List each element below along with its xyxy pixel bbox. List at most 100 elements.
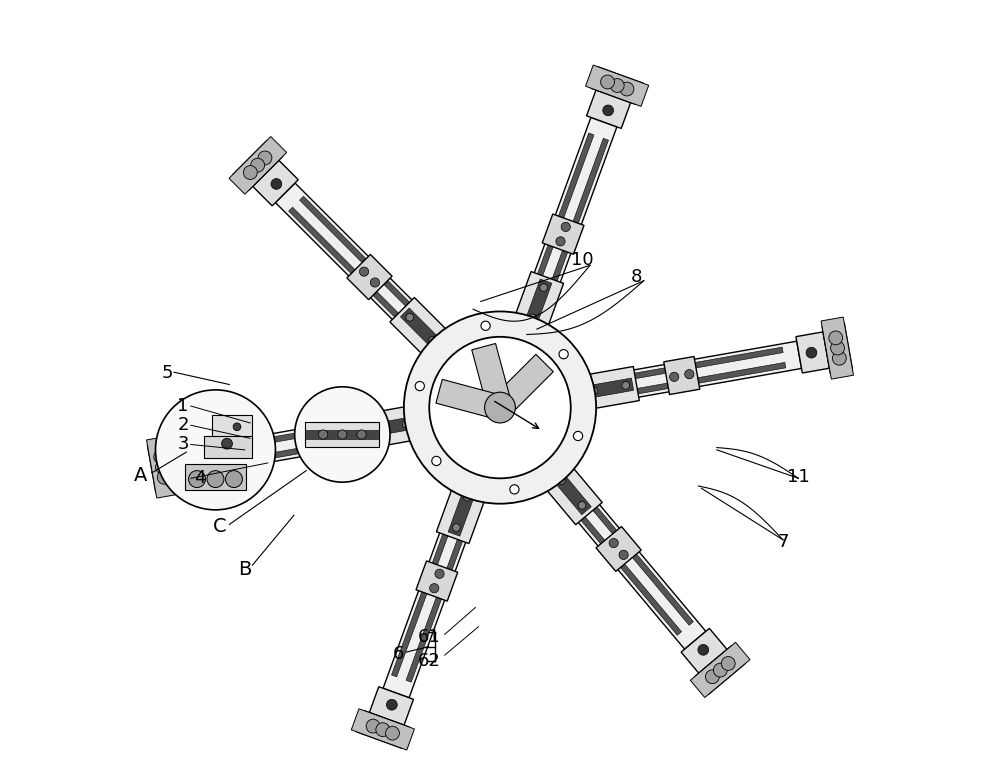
Circle shape [251,158,265,172]
Circle shape [609,538,618,548]
Polygon shape [591,67,644,105]
Circle shape [619,551,628,560]
Polygon shape [305,430,379,439]
Polygon shape [695,646,746,694]
Polygon shape [366,417,414,437]
Circle shape [402,421,410,428]
Polygon shape [436,379,496,418]
Circle shape [183,457,194,468]
Polygon shape [586,65,649,106]
Circle shape [222,438,232,449]
Circle shape [233,423,241,431]
Polygon shape [361,405,420,448]
Circle shape [404,311,596,504]
Polygon shape [524,279,552,327]
Polygon shape [513,271,564,334]
Circle shape [415,381,424,391]
Circle shape [258,151,272,165]
Circle shape [556,237,565,246]
Polygon shape [391,512,456,677]
Text: 61: 61 [418,628,441,646]
Polygon shape [253,160,298,206]
Circle shape [370,278,380,287]
Polygon shape [212,415,252,442]
Circle shape [713,663,727,677]
Polygon shape [383,497,479,697]
Polygon shape [586,378,634,398]
Polygon shape [580,367,639,410]
Polygon shape [416,561,458,601]
Circle shape [357,430,366,439]
Circle shape [370,426,378,434]
Polygon shape [821,317,853,379]
Circle shape [561,222,570,231]
Text: C: C [213,518,226,536]
Polygon shape [436,481,487,544]
Circle shape [225,471,242,488]
Text: B: B [238,560,251,578]
Circle shape [338,430,347,439]
Polygon shape [300,421,336,458]
Polygon shape [171,442,204,483]
Circle shape [430,584,439,593]
Circle shape [376,723,390,737]
Circle shape [359,267,369,276]
Polygon shape [214,418,386,453]
Polygon shape [300,196,426,322]
Text: 1: 1 [177,397,189,415]
Text: 3: 3 [177,435,189,454]
Text: 62: 62 [418,652,441,671]
Polygon shape [497,355,553,411]
Polygon shape [204,436,252,458]
Circle shape [243,165,257,179]
Circle shape [831,341,844,355]
Polygon shape [369,687,413,725]
Polygon shape [217,432,388,468]
Polygon shape [229,137,287,195]
Circle shape [306,436,315,445]
Text: 5: 5 [162,364,174,382]
Circle shape [295,387,390,482]
Circle shape [590,387,598,394]
Circle shape [386,699,397,710]
Polygon shape [305,422,379,447]
Polygon shape [147,436,179,498]
Circle shape [540,284,548,291]
Circle shape [386,726,399,740]
Circle shape [610,78,624,92]
Circle shape [156,460,169,474]
Circle shape [603,105,614,116]
Circle shape [485,392,515,423]
Circle shape [435,569,444,578]
Polygon shape [472,344,510,403]
Polygon shape [612,347,783,383]
Circle shape [601,75,614,89]
Polygon shape [147,441,178,493]
Circle shape [620,82,634,96]
Circle shape [319,430,328,439]
Polygon shape [796,332,829,373]
Polygon shape [614,362,786,398]
Circle shape [406,314,414,321]
Circle shape [155,390,275,510]
Polygon shape [822,322,853,374]
Polygon shape [596,341,802,404]
Polygon shape [275,183,439,347]
Polygon shape [521,118,617,318]
Circle shape [321,434,330,443]
Polygon shape [233,141,283,190]
Circle shape [154,450,168,464]
Circle shape [452,524,460,531]
Polygon shape [198,411,404,474]
Circle shape [429,336,436,344]
Circle shape [189,471,205,488]
Polygon shape [552,471,591,514]
Text: 6: 6 [393,644,404,663]
Polygon shape [587,90,631,128]
Polygon shape [566,499,682,635]
Circle shape [829,331,843,345]
Polygon shape [347,255,392,300]
Text: 4: 4 [194,469,206,488]
Polygon shape [541,461,602,524]
Circle shape [578,501,586,509]
